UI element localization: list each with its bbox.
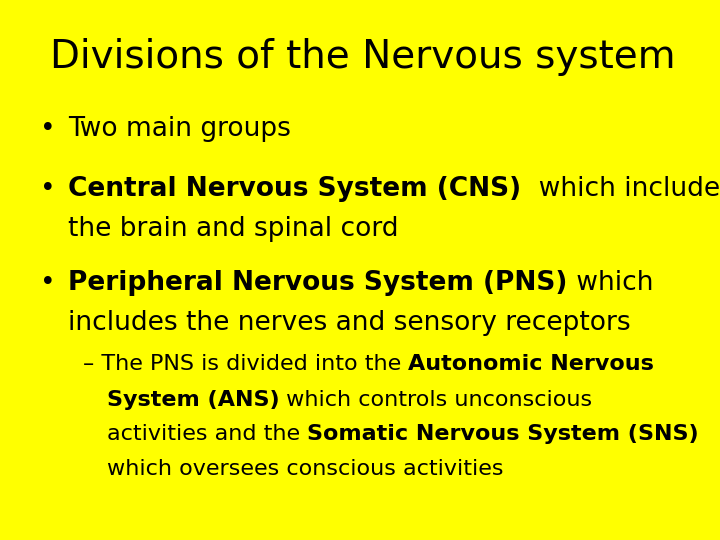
Text: •: • [40, 116, 55, 142]
Text: which controls unconscious: which controls unconscious [279, 390, 593, 410]
Text: Somatic Nervous System (SNS): Somatic Nervous System (SNS) [307, 424, 698, 444]
Text: Divisions of the Nervous system: Divisions of the Nervous system [50, 38, 676, 76]
Text: Two main groups: Two main groups [68, 116, 292, 142]
Text: which includes: which includes [521, 176, 720, 201]
Text: activities and the: activities and the [107, 424, 307, 444]
Text: Autonomic Nervous: Autonomic Nervous [408, 354, 654, 374]
Text: which oversees conscious activities: which oversees conscious activities [107, 459, 503, 479]
Text: Peripheral Nervous System (PNS): Peripheral Nervous System (PNS) [68, 270, 568, 296]
Text: – The PNS is divided into the: – The PNS is divided into the [83, 354, 408, 374]
Text: Central Nervous System (CNS): Central Nervous System (CNS) [68, 176, 521, 201]
Text: includes the nerves and sensory receptors: includes the nerves and sensory receptor… [68, 310, 631, 336]
Text: the brain and spinal cord: the brain and spinal cord [68, 216, 399, 242]
Text: System (ANS): System (ANS) [107, 390, 279, 410]
Text: which: which [568, 270, 653, 296]
Text: •: • [40, 176, 55, 201]
Text: •: • [40, 270, 55, 296]
